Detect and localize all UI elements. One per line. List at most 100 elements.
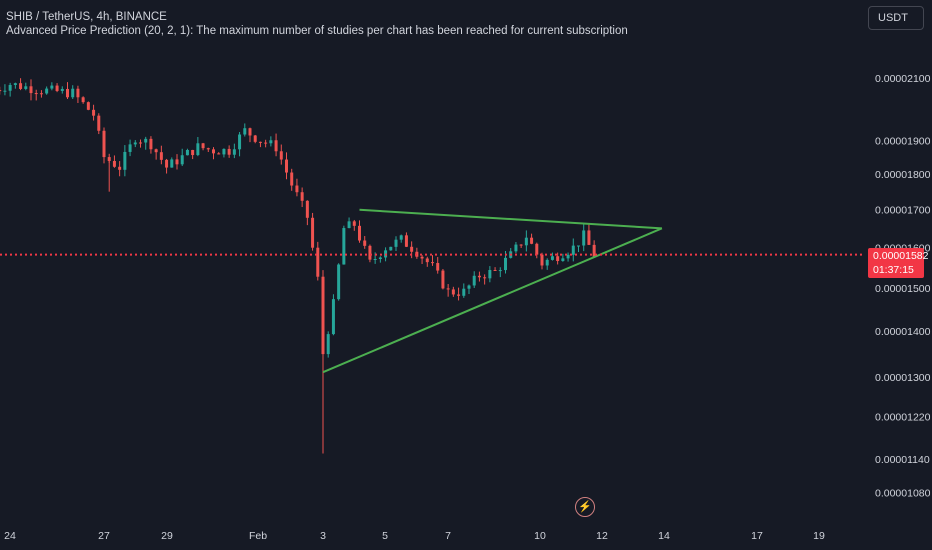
candle-body-72 <box>368 245 372 260</box>
x-tick-0: 24 <box>4 530 16 542</box>
candle-body-86 <box>441 270 445 289</box>
y-tick-6: 0.00001400 <box>875 326 931 338</box>
candle-body-8 <box>34 93 38 95</box>
candle-body-96 <box>493 270 497 272</box>
candle-body-84 <box>431 262 434 264</box>
y-tick-0: 0.00002100 <box>875 73 931 85</box>
x-tick-9: 14 <box>658 530 670 542</box>
candle-body-95 <box>488 270 492 279</box>
candle-body-1 <box>0 90 2 92</box>
y-tick-3: 0.00001700 <box>875 205 931 217</box>
candle-body-91 <box>467 285 471 289</box>
y-tick-5: 0.00001500 <box>875 283 931 295</box>
candle-body-92 <box>472 275 476 286</box>
candle-body-43 <box>217 153 221 155</box>
candle-body-93 <box>477 275 481 278</box>
candle-body-2 <box>3 90 7 92</box>
candle-body-33 <box>165 159 169 168</box>
x-tick-11: 19 <box>813 530 825 542</box>
candle-body-37 <box>185 149 189 156</box>
candle-body-40 <box>201 143 205 149</box>
candle-body-83 <box>425 258 429 263</box>
candle-body-7 <box>29 86 33 94</box>
candle-body-114 <box>587 230 591 245</box>
candle-body-48 <box>243 128 247 135</box>
candle-body-36 <box>180 155 184 165</box>
candle-body-39 <box>196 143 200 156</box>
lightning-icon[interactable]: ⚡ <box>575 497 595 517</box>
candle-body-66 <box>337 264 341 300</box>
candle-body-50 <box>253 135 257 142</box>
candle-body-24 <box>118 166 122 170</box>
candle-body-6 <box>24 86 28 89</box>
candle-body-78 <box>399 235 403 240</box>
candle-body-25 <box>123 151 127 170</box>
candle-body-19 <box>92 109 96 116</box>
trendline-0 <box>322 227 663 374</box>
candle-body-16 <box>76 88 80 98</box>
candle-body-64 <box>326 334 330 355</box>
candle-body-104 <box>535 243 539 255</box>
candle-body-68 <box>347 221 351 229</box>
candle-body-4 <box>13 83 17 85</box>
x-tick-3: Feb <box>249 530 267 542</box>
candle-body-52 <box>264 142 268 144</box>
candle-body-89 <box>457 294 461 296</box>
x-tick-4: 3 <box>320 530 326 542</box>
candle-body-65 <box>331 299 335 335</box>
last-price-label: 0.00001582 01:37:15 <box>868 248 929 278</box>
bar-countdown: 01:37:15 <box>873 264 914 276</box>
candle-body-13 <box>60 88 64 91</box>
candle-body-107 <box>550 256 554 260</box>
candle-body-45 <box>227 148 231 155</box>
last-price-value: 0.00001582 <box>873 250 929 262</box>
candle-body-23 <box>112 160 116 167</box>
x-tick-1: 27 <box>98 530 110 542</box>
x-tick-2: 29 <box>161 530 173 542</box>
candle-body-47 <box>238 134 242 150</box>
candle-body-73 <box>373 258 377 260</box>
candle-body-17 <box>81 97 85 103</box>
candle-body-77 <box>394 239 398 247</box>
y-tick-8: 0.00001220 <box>875 412 931 424</box>
candle-body-87 <box>446 288 450 290</box>
candle-body-63 <box>321 276 325 355</box>
candle-body-59 <box>300 192 304 201</box>
candle-body-28 <box>139 142 142 144</box>
candle-body-30 <box>149 138 153 150</box>
candle-body-12 <box>55 85 59 91</box>
candle-body-105 <box>540 254 544 266</box>
candle-body-32 <box>159 152 163 160</box>
candle-body-38 <box>191 149 195 156</box>
candle-body-51 <box>258 141 262 143</box>
y-tick-10: 0.00001080 <box>875 488 931 500</box>
currency-button[interactable]: USDT <box>868 6 924 30</box>
candle-body-97 <box>498 270 502 272</box>
x-tick-5: 5 <box>382 530 388 542</box>
candle-body-103 <box>530 237 534 244</box>
y-tick-7: 0.00001300 <box>875 372 931 384</box>
candle-body-35 <box>175 159 179 165</box>
candle-body-85 <box>436 263 440 271</box>
candle-body-55 <box>279 151 283 160</box>
candle-body-53 <box>269 140 273 144</box>
candle-body-98 <box>504 257 507 271</box>
candle-body-108 <box>556 256 560 262</box>
symbol-title: SHIB / TetherUS, 4h, BINANCE <box>6 11 167 23</box>
candle-body-60 <box>305 200 309 218</box>
candle-body-56 <box>285 159 288 173</box>
candle-body-101 <box>519 244 523 246</box>
y-tick-2: 0.00001800 <box>875 169 931 181</box>
candle-body-82 <box>420 256 424 259</box>
candle-body-106 <box>545 259 549 266</box>
candle-body-110 <box>566 254 570 259</box>
candle-body-14 <box>66 88 69 98</box>
candle-body-88 <box>451 289 455 295</box>
candle-body-69 <box>352 221 356 226</box>
candle-body-42 <box>212 149 215 154</box>
candle-body-111 <box>571 245 575 255</box>
candle-body-90 <box>462 288 466 296</box>
candle-body-22 <box>107 157 111 161</box>
candle-body-94 <box>483 277 487 279</box>
